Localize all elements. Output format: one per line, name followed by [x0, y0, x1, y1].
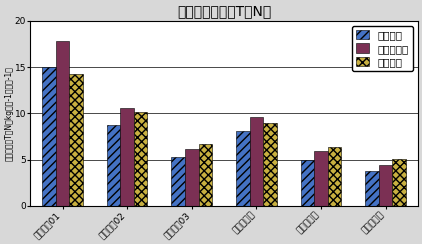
Bar [314, 151, 328, 206]
Y-axis label: 投資効率（T－N；kg・年-1・百円-1）: 投資効率（T－N；kg・年-1・百円-1） [4, 66, 13, 161]
Bar [185, 149, 198, 206]
Bar [236, 131, 249, 206]
Bar [249, 117, 263, 206]
Title: 投資効率比較（T－N）: 投資効率比較（T－N） [177, 4, 271, 18]
Legend: 公共下水, 小規模集合, 農村集落: 公共下水, 小規模集合, 農村集落 [352, 26, 413, 71]
Bar [365, 171, 379, 206]
Bar [328, 147, 341, 206]
Bar [42, 67, 56, 206]
Bar [198, 144, 212, 206]
Bar [171, 157, 185, 206]
Bar [392, 159, 406, 206]
Bar [69, 73, 83, 206]
Bar [56, 41, 69, 206]
Bar [120, 108, 134, 206]
Bar [379, 165, 392, 206]
Bar [300, 160, 314, 206]
Bar [107, 125, 120, 206]
Bar [134, 112, 147, 206]
Bar [263, 122, 277, 206]
